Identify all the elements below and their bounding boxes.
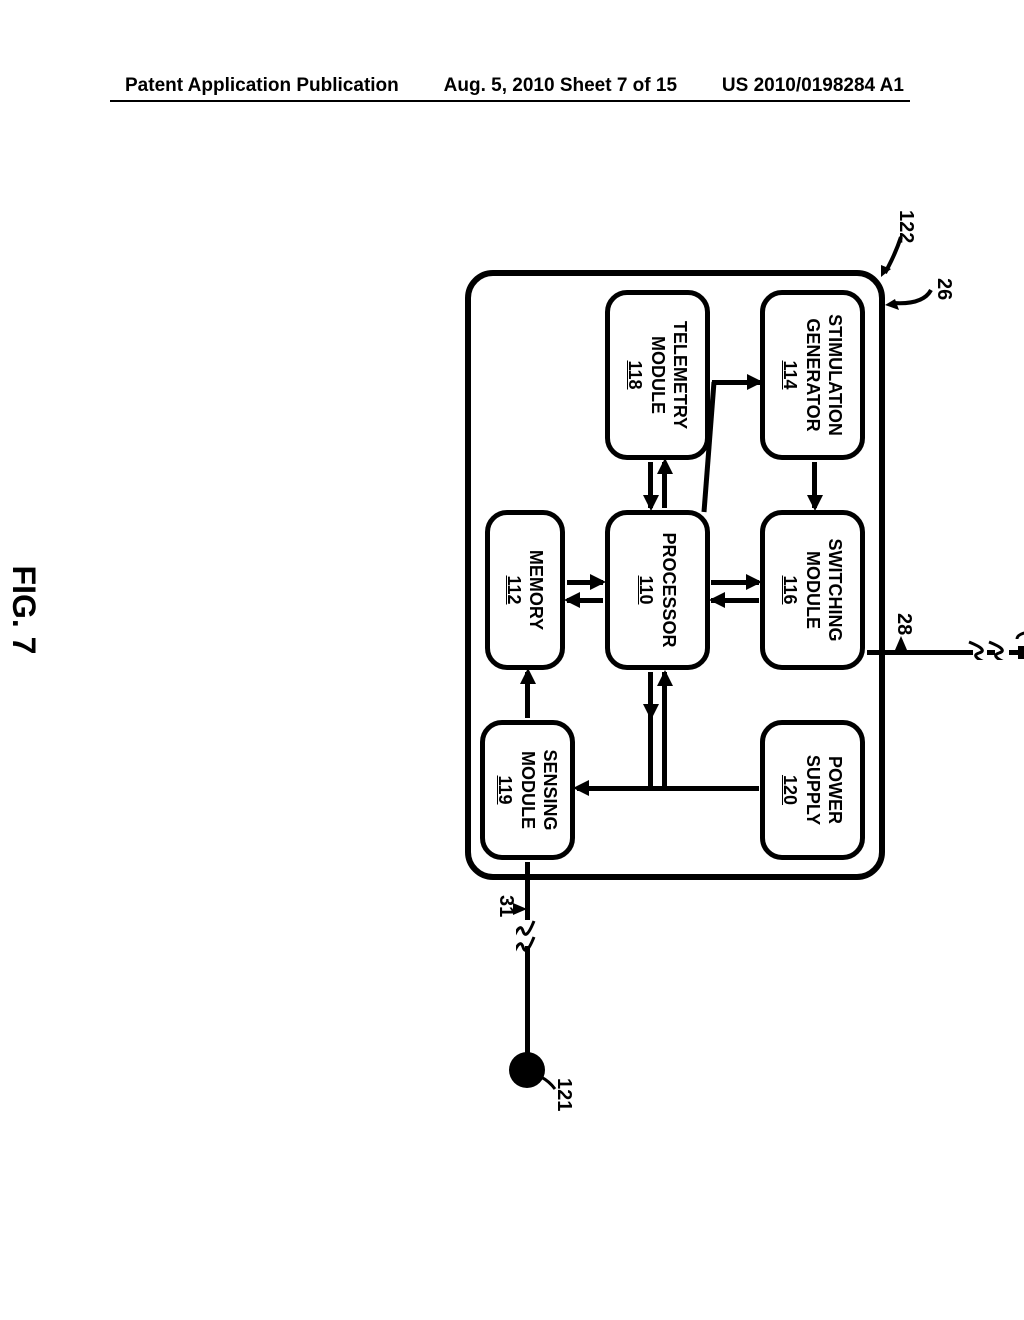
ref-26-leader-icon [883,285,933,325]
module-num: 114 [779,360,802,389]
module-line: MODULE [516,751,539,829]
header-center: Aug. 5, 2010 Sheet 7 of 15 [444,75,677,97]
processor-module: PROCESSOR 110 [605,510,710,670]
power-supply-module: POWER SUPPLY 120 [760,720,865,860]
arrow-head-icon [564,592,580,608]
arrow-head-icon [657,458,673,474]
module-num: 118 [624,360,647,389]
ref-122-leader-icon [873,235,903,285]
module-line: SENSING [539,749,562,830]
ref-28-label: 28 [892,613,915,635]
module-num: 110 [635,575,658,604]
ref-28-arrow-icon [894,636,908,654]
module-num: 119 [494,775,517,804]
arrow-head-icon [709,592,725,608]
header-left: Patent Application Publication [125,75,399,97]
module-num: 112 [503,575,526,604]
module-line: MEMORY [525,550,548,630]
telemetry-module: TELEMETRY MODULE 118 [605,290,710,460]
wire-break-icon [516,929,536,959]
arrow-head-icon [590,574,606,590]
brace-icon [1015,625,1024,643]
module-line: PROCESSOR [658,532,681,647]
arrow-head-icon [643,495,659,511]
module-line: SUPPLY [801,755,824,825]
module-num: 116 [779,575,802,604]
module-line: GENERATOR [801,318,824,431]
module-line: TELEMETRY [669,321,692,429]
module-line: MODULE [646,336,669,414]
publication-header: Patent Application Publication Aug. 5, 2… [0,75,1024,97]
diagonal-connector-icon [700,380,720,515]
arrow-line [662,718,667,790]
electrode-label: 124A [1019,665,1024,708]
arrow-head-icon [807,495,823,511]
sensing-module: SENSING MODULE 119 [480,720,575,860]
header-divider [110,100,910,102]
arrow-head-icon [747,374,763,390]
module-line: MODULE [801,551,824,629]
stim-generator-module: STIMULATION GENERATOR 114 [760,290,865,460]
diagram-area: 26 122 STIMULATION GENERATOR 114 SWITCHI… [95,230,925,990]
arrow-line [577,786,759,791]
module-line: POWER [824,756,847,824]
electrode-124a [1018,646,1024,659]
figure-label: FIG. 7 [5,230,42,990]
memory-module: MEMORY 112 [485,510,565,670]
ref-121-leader-icon [537,1075,557,1095]
arrow-head-icon [746,574,762,590]
arrow-line [648,718,653,790]
lead-wire-28 [867,650,973,655]
module-num: 120 [779,775,802,805]
module-line: SWITCHING [824,539,847,642]
lead-wire-31 [525,946,530,1056]
module-line: STIMULATION [824,314,847,436]
arrow-head-icon [573,780,589,796]
arrow-head-icon [520,668,536,684]
ref-26-label: 26 [932,278,955,300]
arrow-head-icon [657,670,673,686]
header-right: US 2010/0198284 A1 [722,75,904,97]
switching-module: SWITCHING MODULE 116 [760,510,865,670]
wire-break-icon [981,640,1011,660]
ref-31-arrow-icon [513,902,527,916]
